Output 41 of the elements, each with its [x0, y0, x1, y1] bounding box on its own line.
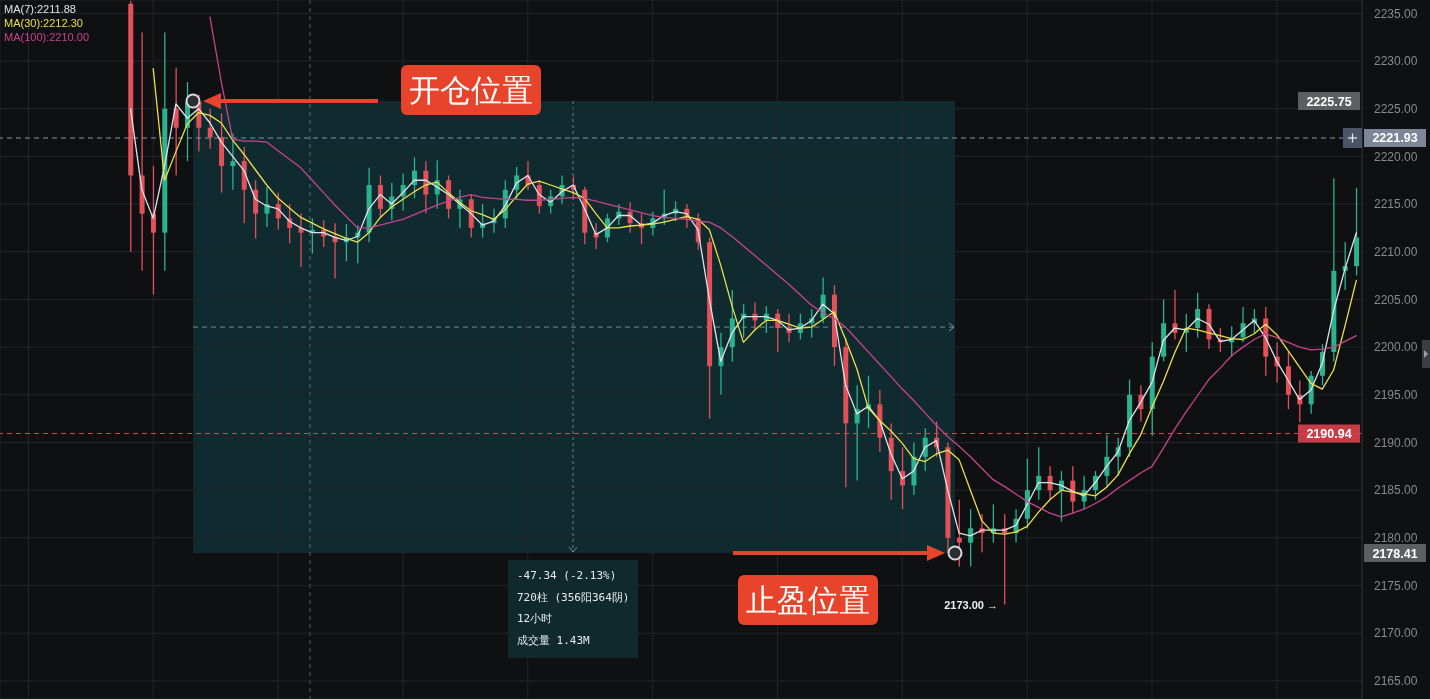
- y-tick-label: 2230.00: [1374, 54, 1418, 69]
- line-series: [209, 16, 1357, 518]
- y-tick-label: 2210.00: [1374, 245, 1418, 260]
- candlestick: [1195, 292, 1201, 339]
- candlestick: [173, 67, 179, 177]
- annotation: 2173.00 →: [944, 599, 998, 611]
- candlestick: [514, 166, 520, 200]
- y-tick-label: 2225.00: [1374, 101, 1418, 116]
- text: MA(100):2210.00: [4, 31, 89, 43]
- y-tick-label: 2220.00: [1374, 149, 1418, 164]
- candlestick: [264, 186, 270, 228]
- y-tick-label: 2165.00: [1374, 674, 1418, 689]
- y-tick-label: 2170.00: [1374, 626, 1418, 641]
- ref-line-label: 2190.94: [1306, 427, 1352, 442]
- y-tick-label: 2200.00: [1374, 340, 1418, 355]
- text: 2178.41: [1372, 546, 1418, 561]
- annotation: 2225.75: [1306, 94, 1352, 109]
- annotation: -47.34 (-2.13%): [517, 569, 617, 582]
- y-tick-label: 2190.00: [1374, 435, 1418, 450]
- candlestick: [423, 160, 429, 215]
- ref-line-label: 2221.93: [1372, 131, 1418, 146]
- text: MA(30):2212.30: [4, 17, 83, 29]
- annotation: 开仓位置: [409, 73, 533, 108]
- annotation: 止盈位置: [746, 583, 870, 618]
- y-tick-label: 2235.00: [1374, 6, 1418, 21]
- candlestick: [230, 132, 236, 191]
- candlestick: [968, 508, 974, 568]
- y-tick-label: 2195.00: [1374, 388, 1418, 403]
- candlestick: [253, 179, 259, 240]
- annotation: 成交量 1.43M: [517, 633, 591, 647]
- y-tick-label: 2175.00: [1374, 578, 1418, 593]
- candlestick: [1240, 306, 1246, 343]
- candlestick: [207, 108, 213, 150]
- y-tick-label: 2215.00: [1374, 197, 1418, 212]
- y-tick-label: 2180.00: [1374, 531, 1418, 546]
- text: MA(7):2211.88: [4, 3, 76, 15]
- y-tick-label: 2185.00: [1374, 483, 1418, 498]
- y-tick-label: 2205.00: [1374, 292, 1418, 307]
- candlestick: [956, 499, 962, 568]
- annotation: 12小时: [517, 612, 553, 625]
- annotation: 720柱 (356阳364阴): [517, 590, 630, 604]
